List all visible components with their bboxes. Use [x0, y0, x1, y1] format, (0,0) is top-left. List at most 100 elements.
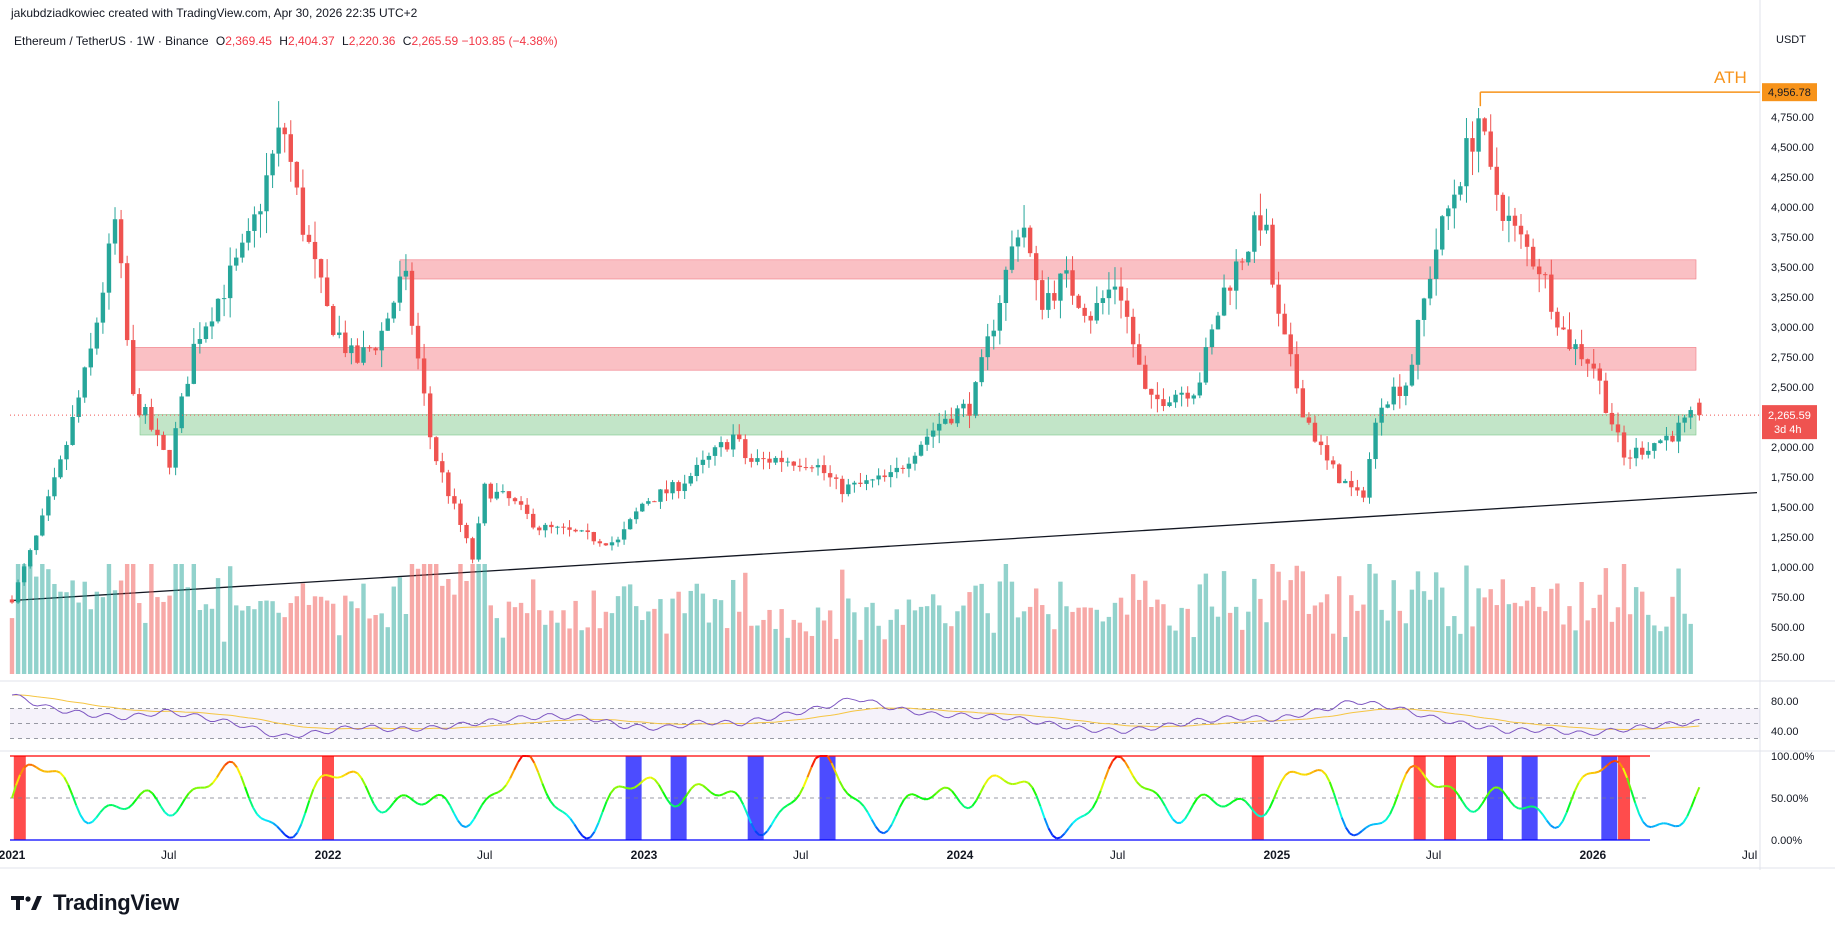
- rsi-tick-label: 80.00: [1771, 696, 1799, 708]
- candle-body: [1155, 394, 1160, 400]
- oscillator-line: [1252, 810, 1259, 816]
- volume-bar: [1603, 568, 1609, 674]
- volume-bar: [1312, 605, 1318, 674]
- oscillator-line: [135, 793, 142, 800]
- candle-body: [1046, 293, 1051, 310]
- volume-bar: [1415, 571, 1421, 674]
- oscillator-line: [360, 777, 367, 787]
- price-tick-label: 4,500.00: [1771, 142, 1814, 154]
- candle-body: [682, 483, 687, 492]
- volume-bar: [415, 568, 421, 674]
- volume-bar: [470, 564, 475, 674]
- oscillator-tick-label: 100.00%: [1771, 751, 1815, 763]
- candle-body: [70, 416, 75, 445]
- brand-name: TradingView: [53, 890, 179, 915]
- candle-body: [1500, 194, 1506, 221]
- oscillator-line: [139, 789, 146, 795]
- oscillator-line: [1056, 836, 1061, 840]
- oscillator-line: [903, 794, 909, 801]
- volume-bar: [1058, 581, 1063, 674]
- volume-bar: [1385, 620, 1390, 674]
- volume-bar: [324, 600, 330, 674]
- oscillator-line: [256, 813, 262, 819]
- candle-body: [518, 501, 524, 505]
- volume-bar: [124, 564, 130, 674]
- candle-body: [300, 187, 306, 235]
- volume-bar: [1506, 604, 1512, 674]
- volume-bar: [131, 564, 136, 674]
- candle-body: [27, 550, 33, 567]
- candle-body: [434, 437, 439, 462]
- volume-bar: [530, 579, 536, 674]
- current-price-badge: [1762, 405, 1817, 440]
- oscillator-line: [561, 810, 567, 816]
- oscillator-line: [48, 770, 53, 773]
- candle-body: [324, 277, 330, 307]
- candle-body: [567, 527, 572, 530]
- candle-body: [1615, 424, 1621, 433]
- volume-bar: [300, 583, 306, 674]
- oscillator-line: [1417, 767, 1423, 774]
- volume-bar: [70, 580, 75, 674]
- volume-bar: [1124, 614, 1130, 674]
- volume-bar: [537, 610, 542, 674]
- candle-body: [1585, 359, 1590, 364]
- volume-bar: [1106, 616, 1112, 674]
- candle-body: [397, 276, 403, 303]
- high-value: 2,404.37: [287, 34, 335, 48]
- candle-body: [724, 442, 730, 450]
- oscillator-line: [706, 788, 712, 794]
- oscillator-line: [1614, 759, 1620, 764]
- currency-label[interactable]: USDT: [1776, 34, 1806, 46]
- volume-bar: [730, 579, 736, 674]
- symbol-legend[interactable]: Ethereum / TetherUS · 1W · Binance O2,36…: [14, 34, 558, 48]
- volume-bar: [888, 619, 893, 674]
- candle-body: [1397, 386, 1403, 396]
- candle-body: [924, 436, 930, 445]
- oscillator-line: [690, 784, 696, 790]
- oscillator-line: [931, 792, 937, 798]
- oscillator-line: [1313, 769, 1319, 773]
- oscillator-line: [702, 784, 708, 790]
- oscillator-line: [1349, 832, 1355, 837]
- volume-bar: [1433, 572, 1439, 674]
- volume-bar: [1579, 581, 1584, 674]
- candle-body: [1203, 347, 1209, 383]
- candle-body: [603, 543, 609, 546]
- oscillator-line: [638, 780, 644, 786]
- oscillator-line: [497, 788, 503, 794]
- volume-bar: [1585, 620, 1590, 674]
- candle-body: [137, 394, 142, 416]
- candle-body: [815, 465, 821, 468]
- oscillator-line: [268, 820, 274, 825]
- volume-bar: [930, 594, 936, 674]
- volume-bar: [1664, 626, 1669, 674]
- candle-body: [597, 541, 603, 544]
- oscillator-line: [778, 807, 785, 814]
- volume-bar: [518, 602, 524, 674]
- oscillator-line: [159, 805, 166, 813]
- volume-bar: [664, 633, 669, 674]
- oscillator-line: [586, 836, 591, 840]
- price-tick-label: 2,750.00: [1771, 352, 1814, 364]
- oscillator-line: [1481, 796, 1488, 804]
- volume-bar: [900, 624, 906, 674]
- rsi-line: [11, 693, 1700, 739]
- oscillator-line: [304, 800, 311, 814]
- volume-bar: [1627, 614, 1633, 674]
- candle-body: [1391, 386, 1396, 405]
- volume-bar: [1555, 583, 1560, 674]
- candle-body: [143, 407, 148, 416]
- oscillator-line: [1024, 780, 1029, 784]
- oscillator-line: [71, 794, 78, 806]
- oscillator-line: [1144, 787, 1150, 791]
- candle-body: [1688, 410, 1693, 418]
- oscillator-line: [826, 755, 833, 764]
- volume-bar: [1252, 578, 1257, 674]
- volume-bar: [906, 599, 912, 674]
- volume-bar: [1494, 605, 1499, 674]
- oscillator-line: [545, 792, 552, 802]
- oscillator-line: [589, 831, 596, 838]
- oscillator-line: [774, 811, 781, 819]
